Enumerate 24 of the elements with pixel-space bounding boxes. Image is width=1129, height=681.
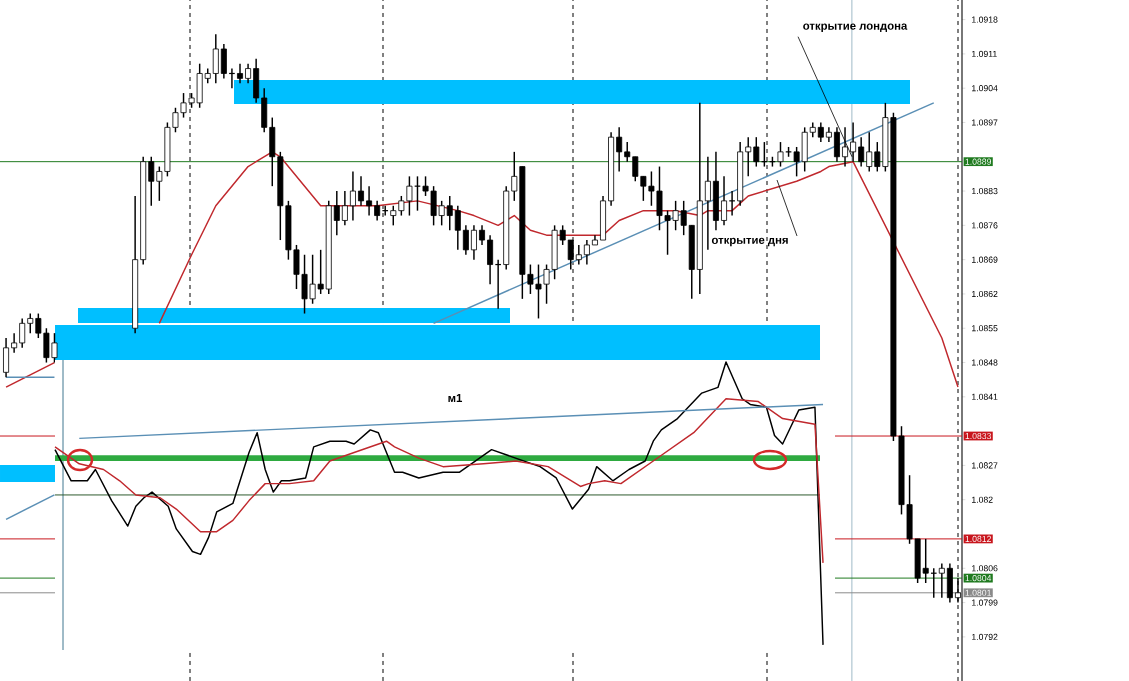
ref-line-label: 1.0801 <box>965 589 992 596</box>
y-tick-label: 1.0883 <box>972 188 998 195</box>
y-tick-label: 1.0827 <box>972 462 998 469</box>
y-tick-label: 1.0904 <box>972 85 998 92</box>
y-tick-label: 1.0911 <box>972 50 997 57</box>
y-tick-label: 1.0862 <box>972 290 998 298</box>
ref-line-label: 1.0889 <box>965 158 992 165</box>
y-tick-label: 1.0897 <box>972 119 998 126</box>
y-tick-label: 1.082 <box>972 496 993 503</box>
y-tick-label: 1.0918 <box>972 16 998 23</box>
y-tick-label: 1.0792 <box>972 633 998 640</box>
y-tick-label: 1.0869 <box>972 256 998 263</box>
ref-line-label: 1.0812 <box>965 535 991 542</box>
y-tick-label: 1.0806 <box>972 565 998 572</box>
y-tick-label: 1.0799 <box>972 599 998 606</box>
y-tick-label: 1.0855 <box>972 325 998 332</box>
y-tick-label: 1.0876 <box>972 222 998 229</box>
y-tick-label: 1.0841 <box>972 393 998 400</box>
annotation: открытие дня <box>711 237 788 247</box>
y-tick-label: 1.0848 <box>972 359 998 366</box>
annotation: открытие лондона <box>803 23 908 32</box>
ref-line-label: 1.0833 <box>965 432 992 440</box>
ref-line-label: 1.0804 <box>965 575 992 582</box>
annotation: м1 <box>448 394 463 402</box>
